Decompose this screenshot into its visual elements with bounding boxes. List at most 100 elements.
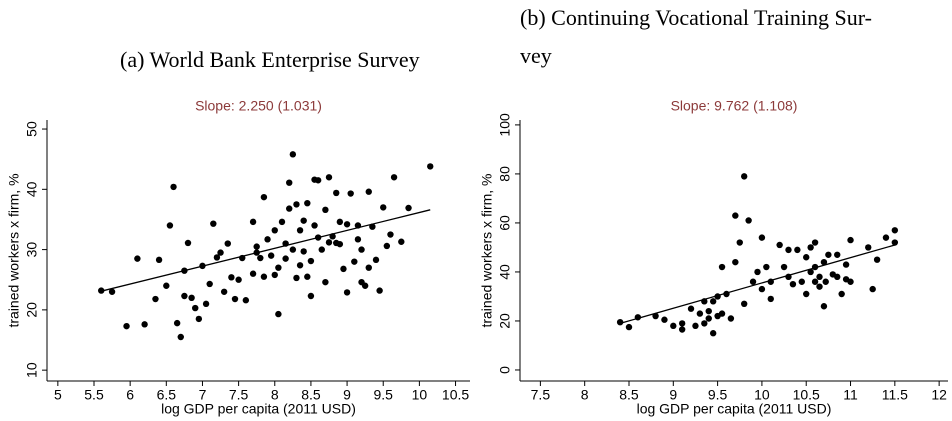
point [210,220,217,227]
point [376,287,383,294]
point [701,298,708,305]
point [257,254,264,262]
point [398,238,405,245]
point [289,151,297,158]
fit-line [619,244,896,325]
point [405,204,412,212]
x-tick-label: 9 [343,387,351,403]
point [322,206,329,214]
point [343,289,351,296]
plot-title: Slope: 9.762 (1.108) [671,98,798,114]
x-tick-label: 10 [754,387,770,403]
point [206,280,213,288]
point [282,255,289,262]
point [231,295,239,303]
x-tick-label: 10.5 [442,387,469,403]
point [300,217,307,224]
y-tick-label: 10 [24,362,40,378]
point [220,288,228,295]
point [709,298,717,305]
point [170,183,177,191]
point [678,320,686,327]
point [267,252,275,259]
point [293,201,300,208]
point [634,314,642,321]
point [865,244,872,251]
point [758,234,766,241]
point [758,285,766,293]
point [322,278,329,286]
point [842,261,850,268]
y-tick-label: 40 [497,264,513,280]
point [188,294,195,302]
point [705,307,712,315]
point [825,251,832,258]
point [163,282,170,289]
point [785,273,792,281]
point [202,300,210,308]
point [754,268,761,276]
x-tick-label: 7.5 [531,387,551,403]
y-tick-label: 60 [497,215,513,231]
point [253,249,260,256]
point [325,174,333,181]
point [798,278,805,285]
point [727,315,735,322]
point [98,287,105,294]
point [834,273,841,281]
point [358,246,365,253]
point [625,323,633,331]
point [882,234,890,241]
point [709,330,717,337]
point [745,217,752,224]
x-tick-label: 7 [199,387,207,403]
point [820,303,828,310]
point [838,290,845,298]
x-tick-label: 8 [271,387,279,403]
point [249,270,257,277]
x-tick-label: 8 [581,387,589,403]
point [732,258,739,266]
point [803,290,810,298]
point [372,256,380,264]
y-tick-label: 40 [24,181,40,197]
point [289,246,297,253]
point [891,227,899,234]
y-axis-label: trained workers x firm, % [6,173,22,327]
point [141,321,148,328]
point [304,199,311,207]
point [155,256,163,264]
point [228,274,235,281]
point [325,239,333,246]
point [714,293,721,300]
point [296,262,304,269]
point [271,227,278,234]
point [340,265,347,273]
point [134,255,141,262]
point [661,316,668,323]
panel-caption: (a) World Bank Enterprise Survey [120,47,420,72]
point [732,212,739,219]
point [333,189,340,197]
point [224,240,231,247]
point [780,263,788,271]
point [286,205,293,212]
plot-title: Slope: 2.250 (1.031) [195,98,322,114]
point [314,177,322,184]
x-tick-label: 10 [412,387,428,403]
point [336,240,344,248]
point [361,282,369,289]
point [300,248,307,255]
y-tick-label: 20 [497,313,513,329]
point [834,251,841,258]
point [282,240,289,247]
point [847,236,854,244]
point [365,264,372,271]
point [670,322,677,330]
y-tick-label: 100 [497,113,513,137]
x-tick-label: 8.5 [301,387,321,403]
point [264,236,271,243]
point [678,326,686,333]
point [293,274,300,282]
